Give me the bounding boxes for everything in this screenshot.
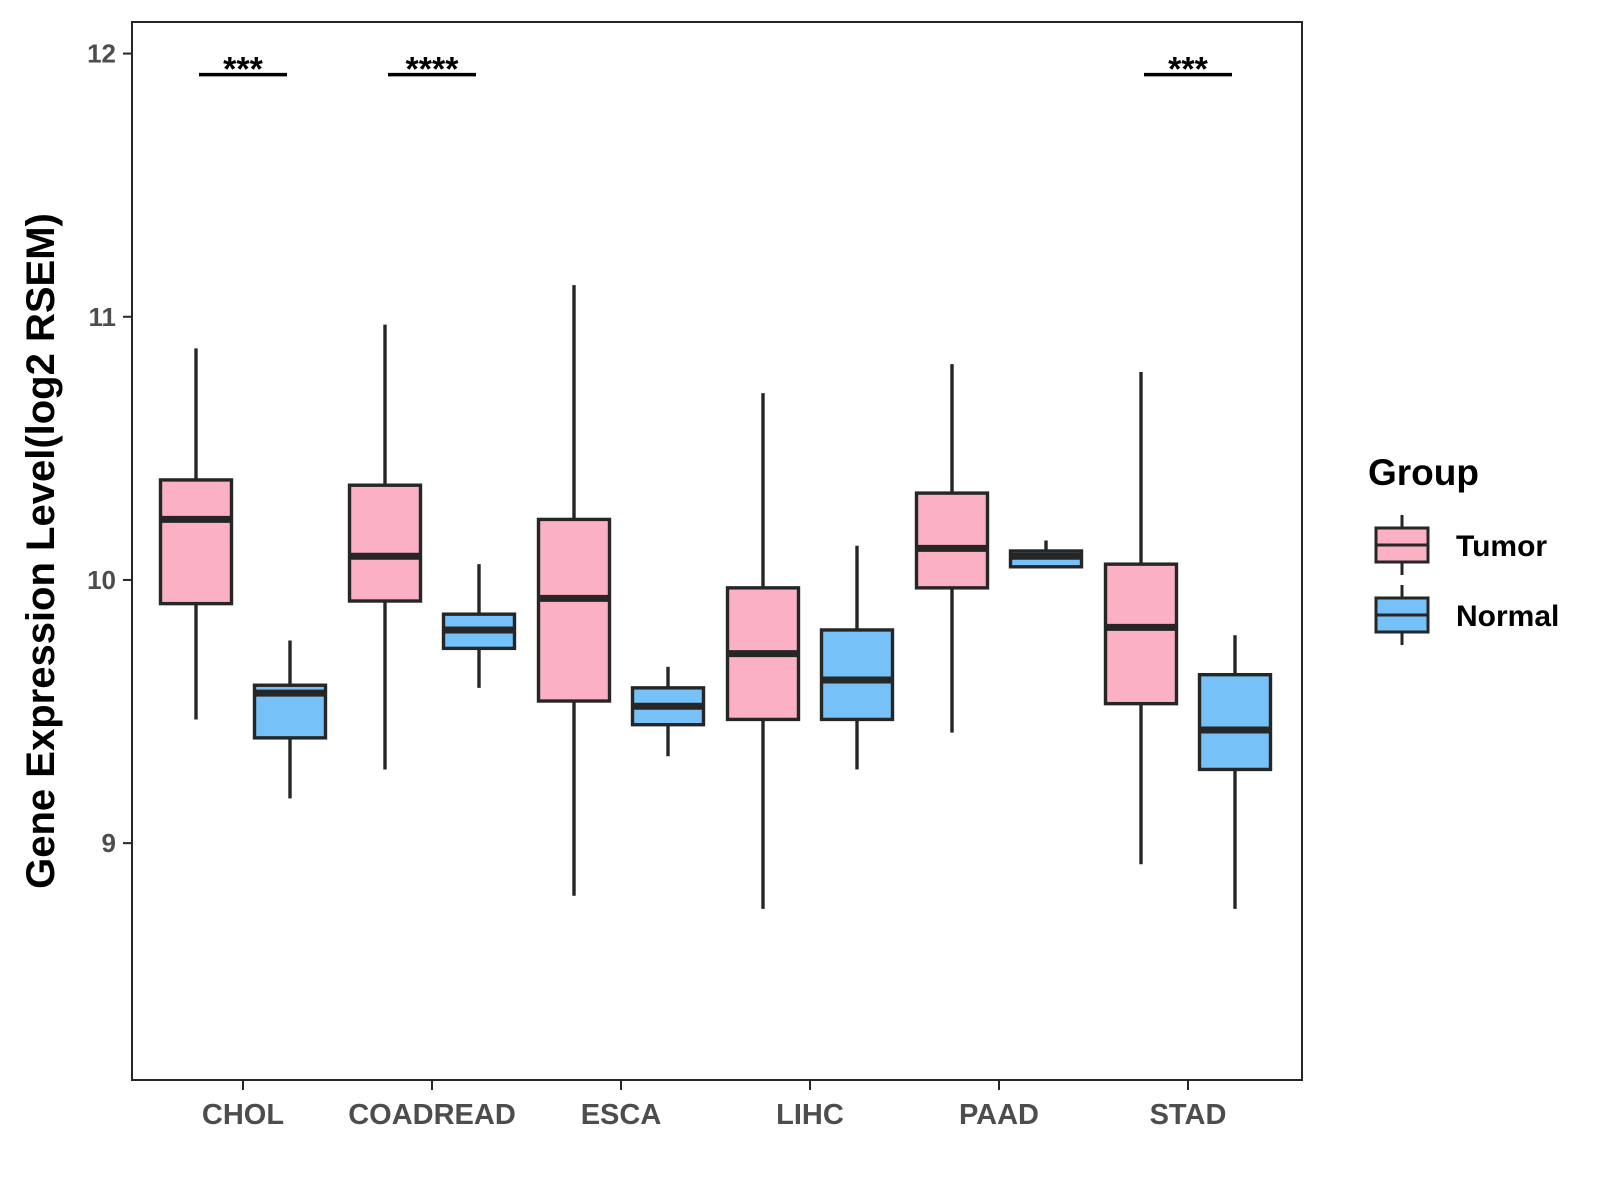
box-iqr xyxy=(1103,562,1179,706)
legend: Group Tumor Normal xyxy=(1368,452,1559,645)
x-tick-label: STAD xyxy=(1150,1099,1227,1131)
y-tick-label: 12 xyxy=(87,39,116,69)
x-tick-label: PAAD xyxy=(959,1099,1039,1131)
box-iqr xyxy=(536,517,612,703)
x-tick-label: CHOL xyxy=(202,1099,284,1131)
box-tumor-chol xyxy=(158,348,234,720)
y-axis-title: Gene Expression Level(log2 RSEM) xyxy=(19,213,63,889)
significance-annotations: *** **** *** xyxy=(199,51,1232,89)
box-normal-coadread xyxy=(441,564,517,688)
x-tick-label: LIHC xyxy=(776,1099,844,1131)
box-tumor-lihc xyxy=(725,393,801,909)
box-normal-stad xyxy=(1197,635,1273,909)
box-iqr xyxy=(347,483,423,603)
y-tick-label: 9 xyxy=(102,828,116,858)
legend-entry-normal: Normal xyxy=(1374,585,1559,645)
legend-label: Tumor xyxy=(1456,530,1547,563)
plot-panel-border xyxy=(131,21,1303,1081)
box-iqr xyxy=(914,491,990,590)
box-iqr xyxy=(1197,672,1273,772)
box-tumor-stad xyxy=(1103,372,1179,865)
plot-area xyxy=(158,285,1273,909)
box-iqr xyxy=(158,478,234,606)
box-tumor-esca xyxy=(536,285,612,896)
legend-title: Group xyxy=(1368,452,1479,493)
significance-label: *** xyxy=(1168,51,1208,89)
significance-label: *** xyxy=(223,51,263,89)
x-tick-label: COADREAD xyxy=(348,1099,516,1131)
box-normal-paad xyxy=(1008,540,1084,569)
box-iqr xyxy=(819,628,895,722)
box-normal-chol xyxy=(252,640,328,799)
significance-label: **** xyxy=(406,51,460,89)
box-normal-esca xyxy=(630,666,706,757)
box-normal-lihc xyxy=(819,545,895,770)
x-tick-label: ESCA xyxy=(581,1099,662,1131)
box-tumor-coadread xyxy=(347,324,423,770)
y-tick-label: 11 xyxy=(89,302,117,332)
y-tick-label: 10 xyxy=(87,565,116,595)
legend-entry-tumor: Tumor xyxy=(1374,515,1547,575)
box-tumor-paad xyxy=(914,364,990,733)
legend-label: Normal xyxy=(1456,600,1559,633)
axes: 9 10 11 12 CHOL COADREAD ESCA LIHC PAAD STAD Gene … xyxy=(19,21,1303,1131)
